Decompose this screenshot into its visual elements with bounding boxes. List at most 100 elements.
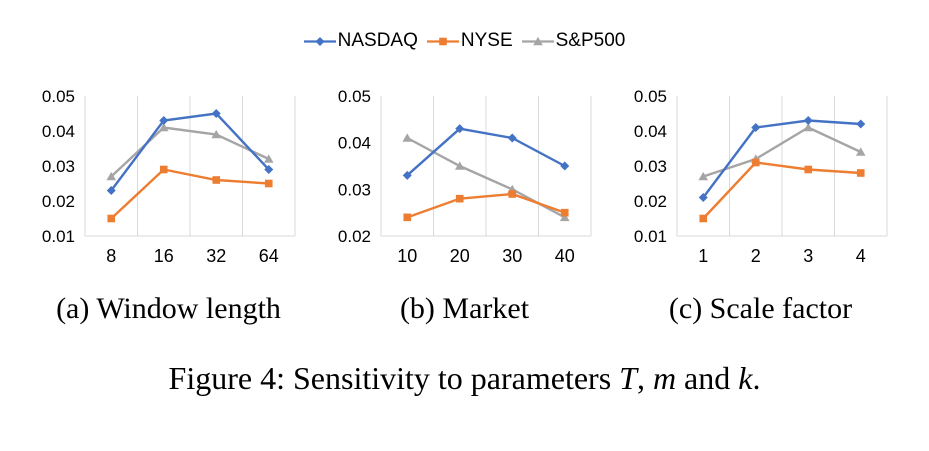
nasdaq-point-marker [211,109,221,118]
series-line-sp500 [702,126,861,178]
caption-period: . [752,360,761,396]
nasdaq-point-marker [263,165,273,174]
legend-item-nasdaq: NASDAQ [303,30,418,52]
nyse-point-marker [751,158,760,167]
square-marker-icon [439,37,447,45]
nyse-point-marker [264,179,273,188]
nasdaq-point-marker [106,186,116,195]
sp500-point-marker [210,129,221,139]
y-tick-label: 0.03 [41,157,74,176]
y-tick-label: 0.02 [41,192,74,211]
x-tick-label: 10 [397,246,417,266]
y-tick-label: 0.01 [633,227,666,246]
sp500-point-marker [263,154,274,163]
x-tick-label: 2 [750,246,760,266]
nasdaq-point-marker [559,161,569,171]
y-tick-label: 0.05 [41,87,74,106]
series-line-nyse [406,192,565,219]
square-legend-glyph [426,37,459,45]
subcaption-a: (a) Window length [56,292,281,325]
param-m: m [652,360,677,396]
diamond-marker-icon [315,36,325,46]
nasdaq-point-marker [698,193,708,202]
x-tick-label: 1 [698,246,708,266]
figure-caption: Figure 4: Sensitivity to parameters T, m… [0,360,929,397]
legend-label-nasdaq: NASDAQ [337,30,418,51]
nyse-point-marker [507,190,516,198]
diamond-legend-glyph [303,36,336,46]
nyse-point-marker [455,194,464,203]
triangle-marker-icon [532,36,543,45]
sp500-point-marker [158,122,169,132]
param-T: T [619,360,637,396]
legend-label-nyse: NYSE [460,30,513,51]
x-tick-label: 30 [502,246,522,266]
triangle-legend-glyph [521,36,554,45]
subcaptions-row: (a) Window length (b) Market (c) Scale f… [0,292,929,326]
caption-separator: , [636,360,653,396]
sp500-point-marker [401,133,412,142]
legend-item-sp500: S&P500 [521,30,626,52]
nyse-point-marker [803,165,812,174]
nyse-point-marker [402,213,411,222]
sp500-point-marker [697,171,708,181]
param-k: k [738,360,753,396]
x-tick-label: 20 [449,246,469,266]
nasdaq-diamond-line-icon [303,35,336,48]
x-tick-label: 64 [258,246,278,266]
nyse-point-marker [560,208,569,217]
series-line-nasdaq [405,127,565,177]
sp500-point-marker [855,147,866,156]
nasdaq-point-marker [750,123,760,132]
nasdaq-point-marker [402,170,412,180]
sp500-triangle-line-icon [521,35,554,48]
x-tick-label: 8 [106,246,116,266]
x-tick-label: 4 [855,246,865,266]
sp500-point-marker [559,212,570,222]
nyse-point-marker [698,214,707,223]
y-tick-label: 0.05 [337,87,370,106]
y-tick-label: 0.05 [633,87,666,106]
legend-label-sp500: S&P500 [555,30,626,51]
y-tick-label: 0.03 [337,180,370,199]
subcaption-c: (c) Scale factor [668,292,853,325]
nyse-point-marker [856,169,865,177]
legend: NASDAQ NYSE S&P500 [0,0,929,52]
y-tick-label: 0.04 [633,122,666,141]
y-tick-label: 0.03 [633,157,666,176]
caption-separator: and [676,360,739,396]
chart-svg: 0.05 0.04 0.03 0.02 0.01 8 16 32 64 [41,87,295,266]
x-tick-label: 32 [206,246,226,266]
x-tick-label: 3 [803,246,813,266]
sp500-point-marker [802,122,813,132]
series-line-nyse [701,161,861,220]
chart-market: 0.05 0.04 0.03 0.02 10 20 30 40 [317,86,613,268]
subcaption-b: (b) Market [399,292,530,325]
legend-item-nyse: NYSE [426,30,513,52]
x-tick-label: 16 [153,246,173,266]
y-tick-label: 0.04 [41,122,74,141]
x-tick-label: 40 [554,246,574,266]
nasdaq-point-marker [454,124,464,134]
nyse-point-marker [159,165,168,174]
nasdaq-point-marker [507,133,517,143]
chart-svg: 0.05 0.04 0.03 0.02 0.01 1 2 3 4 [633,87,887,266]
y-tick-label: 0.02 [337,227,370,246]
chart-scale-factor: 0.05 0.04 0.03 0.02 0.01 1 2 3 4 [613,86,909,268]
nasdaq-point-marker [855,119,865,129]
chart-svg: 0.05 0.04 0.03 0.02 10 20 30 40 [337,87,591,266]
sp500-point-marker [454,161,465,170]
y-tick-label: 0.04 [337,134,370,153]
series-line-nasdaq [701,119,861,199]
y-tick-label: 0.01 [41,227,74,246]
figure-caption-text: Figure 4: Sensitivity to parameters [168,360,620,396]
series-line-sp500 [109,126,269,178]
nyse-point-marker [106,214,115,223]
sp500-point-marker [105,171,116,181]
y-tick-label: 0.02 [633,192,666,211]
chart-window-length: 0.05 0.04 0.03 0.02 0.01 8 16 32 64 [21,86,317,268]
charts-row: 0.05 0.04 0.03 0.02 0.01 8 16 32 64 0.05 0.04 0.03… [0,86,929,268]
nasdaq-point-marker [803,116,813,125]
nasdaq-point-marker [158,116,168,125]
